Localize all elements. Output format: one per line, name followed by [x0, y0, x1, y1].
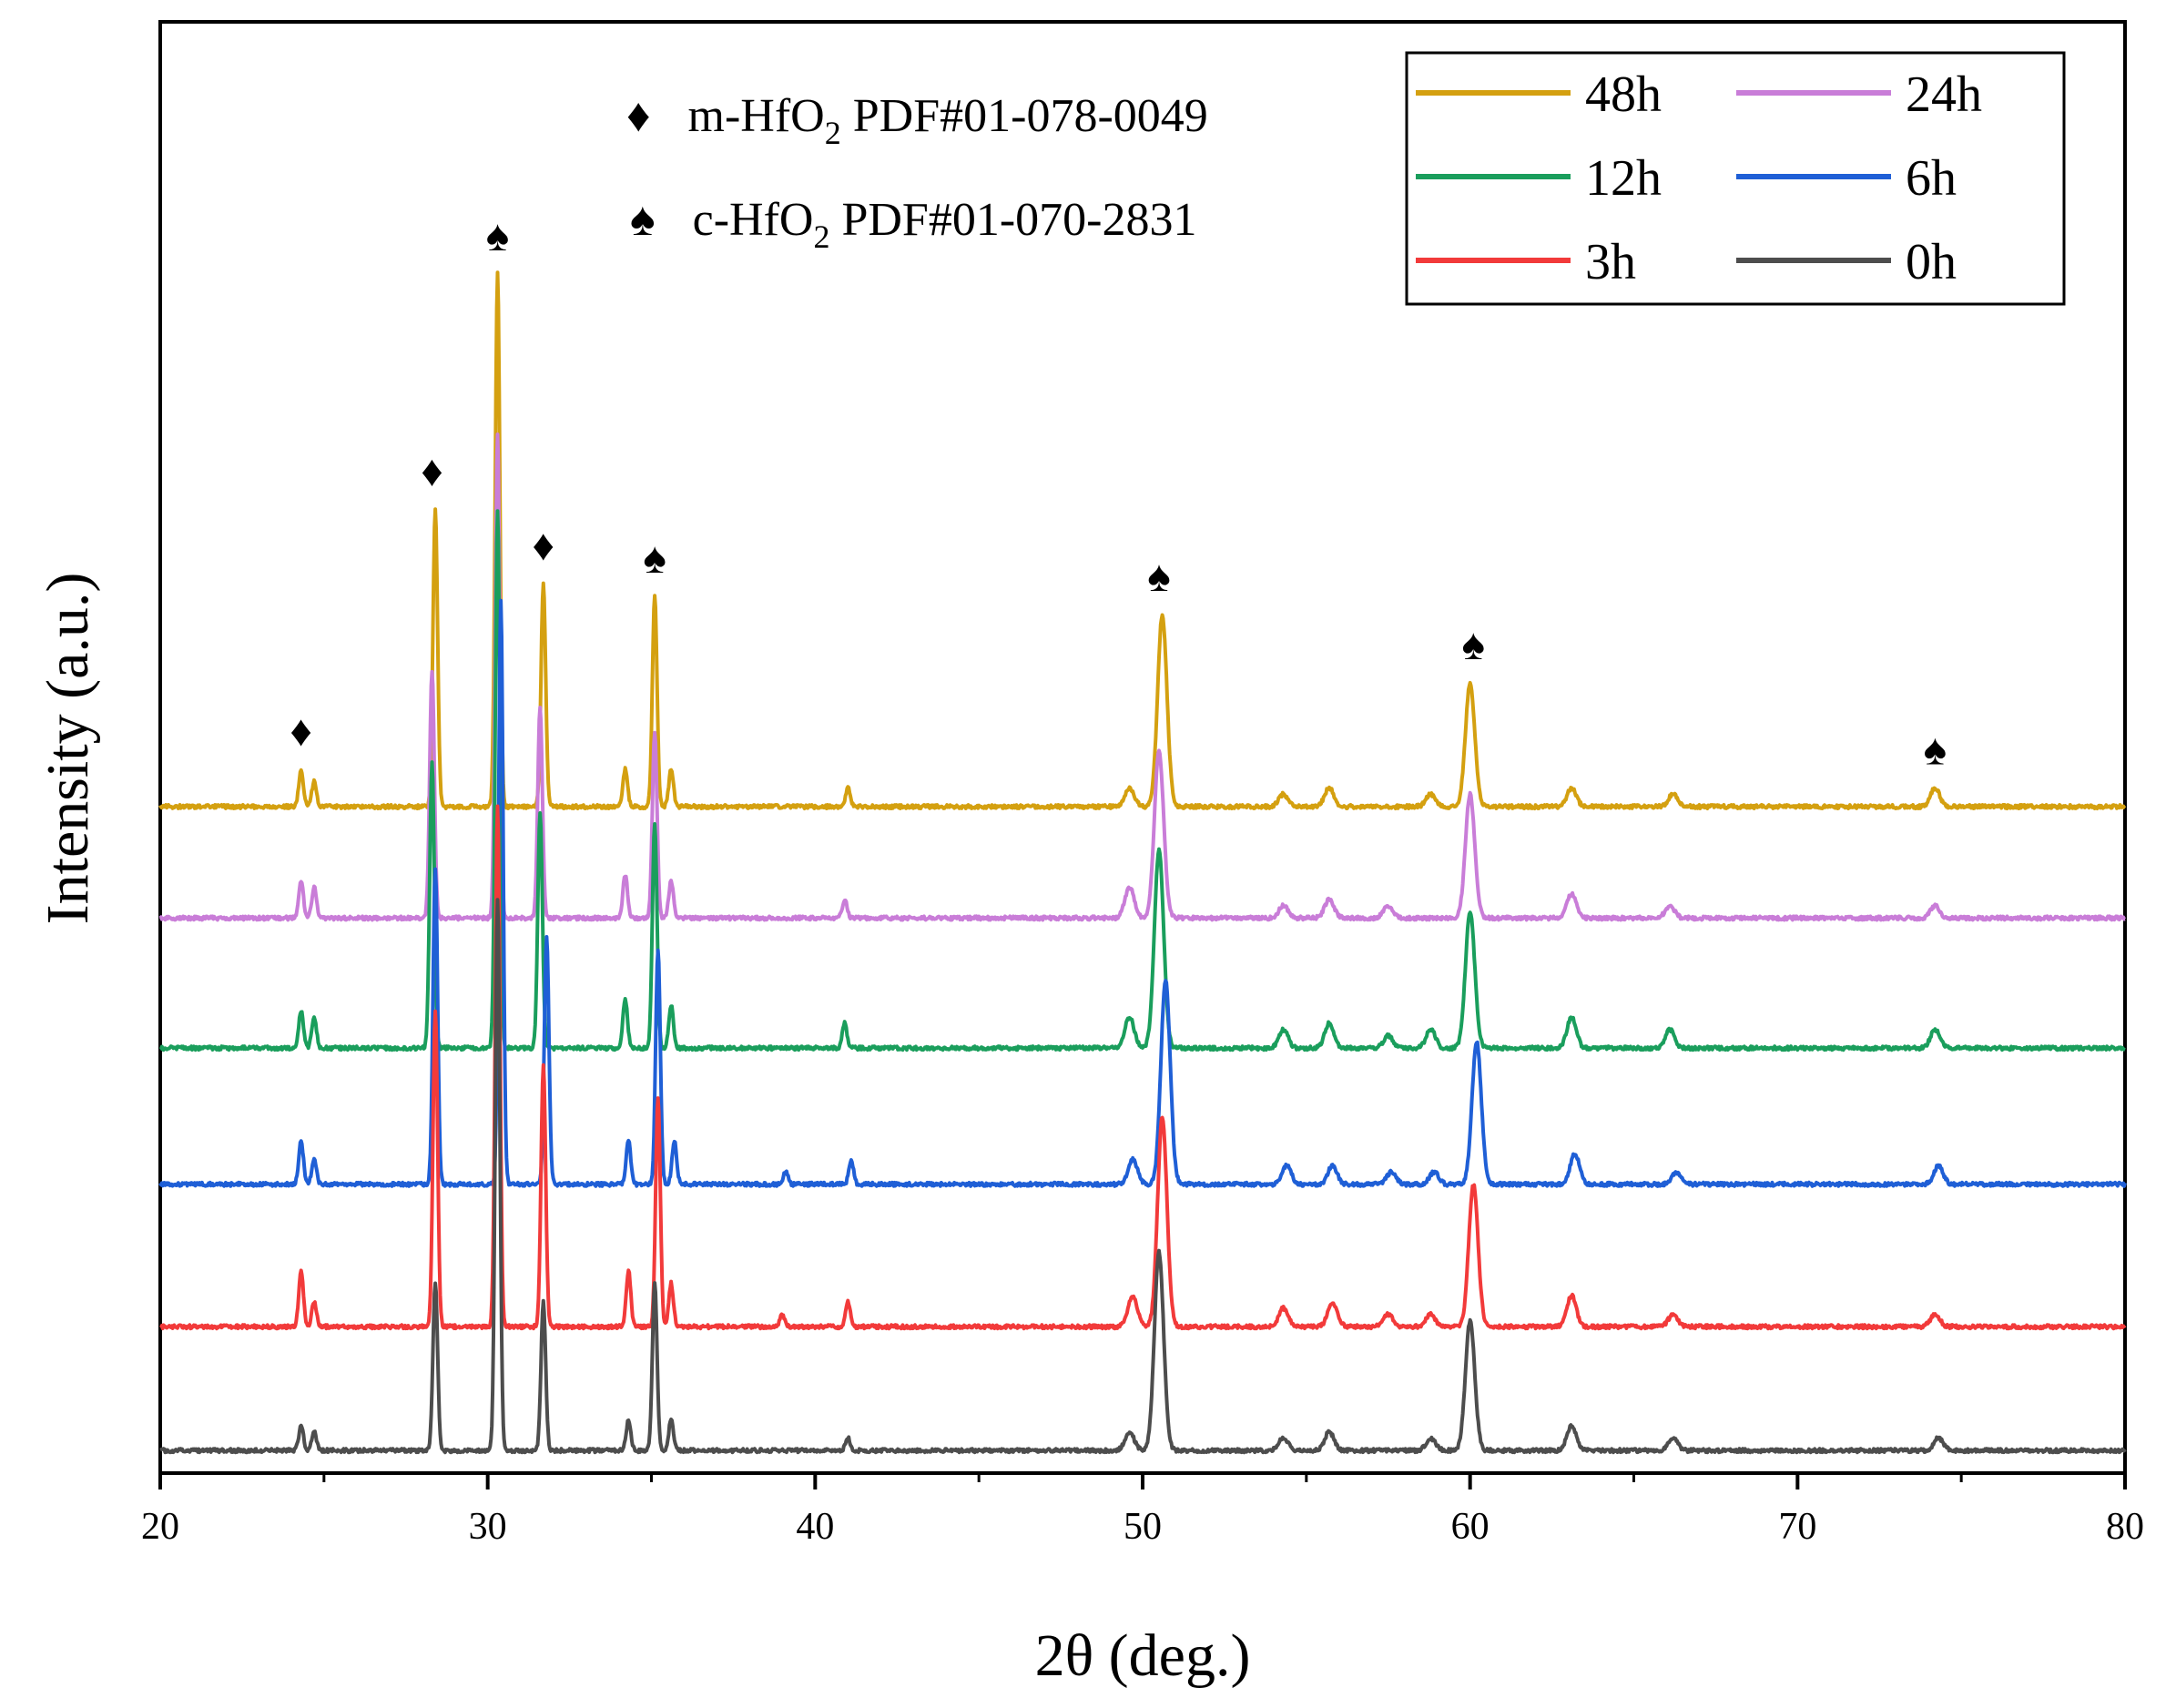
- x-tick-label: 30: [469, 1506, 507, 1548]
- x-tick-label: 40: [796, 1506, 834, 1548]
- x-axis: 20 30 40 50 60 70 80: [141, 1473, 2144, 1548]
- x-tick-label: 60: [1451, 1506, 1490, 1548]
- series-layer: [158, 270, 2127, 1455]
- x-axis-title: 2θ (deg.): [1035, 1622, 1251, 1689]
- legend: 48h 24h 12h 6h 3h 0h: [1405, 51, 2066, 306]
- legend-label-12h: 12h: [1585, 150, 1662, 207]
- legend-label-6h: 6h: [1906, 150, 1957, 207]
- spade-peak-marker: ♠: [486, 212, 510, 260]
- spade-peak-marker: ♠: [1147, 553, 1171, 601]
- legend-label-0h: 0h: [1906, 234, 1957, 290]
- series-line-3h: [158, 804, 2127, 1331]
- series-line-48h: [158, 270, 2127, 810]
- legend-label-3h: 3h: [1585, 234, 1636, 290]
- x-tick-label: 70: [1778, 1506, 1816, 1548]
- x-tick-label: 20: [141, 1506, 179, 1548]
- series-line-24h: [158, 432, 2127, 922]
- diamond-peak-marker: ♦: [421, 448, 443, 496]
- annotation-c-hfo2: ♠ c-HfO2 PDF#01-070-2831: [630, 194, 1196, 255]
- legend-label-48h: 48h: [1585, 66, 1662, 123]
- spade-peak-marker: ♠: [1462, 621, 1486, 669]
- x-tick-label: 80: [2106, 1506, 2144, 1548]
- spade-peak-marker: ♠: [1924, 727, 1947, 775]
- series-line-6h: [158, 598, 2127, 1188]
- diamond-peak-marker: ♦: [290, 707, 312, 756]
- series-line-0h: [158, 898, 2127, 1455]
- spade-marker-icon: ♠: [630, 194, 656, 246]
- diamond-marker-icon: ♦: [626, 90, 651, 142]
- phase-annotations: ♦ m-HfO2 PDF#01-078-0049 ♠ c-HfO2 PDF#01…: [626, 90, 1208, 255]
- legend-label-24h: 24h: [1906, 66, 1982, 123]
- y-axis-title: Intensity (a.u.): [35, 573, 101, 925]
- x-tick-label: 50: [1124, 1506, 1162, 1548]
- annotation-m-hfo2: ♦ m-HfO2 PDF#01-078-0049: [626, 90, 1208, 151]
- peak-markers: ♦ ♦ ♠ ♦ ♠ ♠ ♠ ♠: [290, 212, 1947, 774]
- series-line-12h: [158, 509, 2127, 1052]
- spade-peak-marker: ♠: [643, 534, 666, 583]
- diamond-peak-marker: ♦: [533, 522, 555, 570]
